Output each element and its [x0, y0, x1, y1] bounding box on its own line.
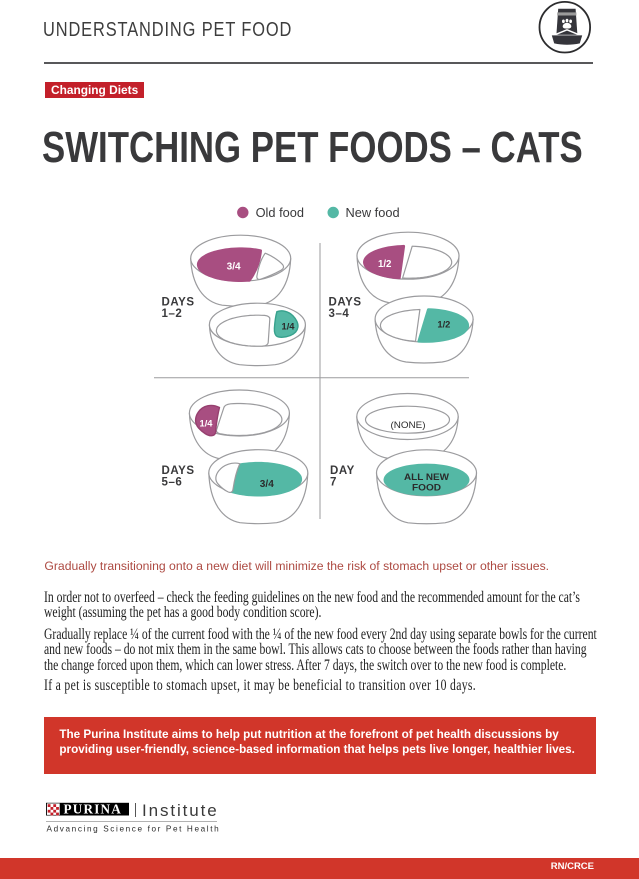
svg-text:(NONE): (NONE) [391, 420, 426, 431]
svg-text:FOOD: FOOD [412, 482, 442, 492]
svg-text:3–4: 3–4 [329, 308, 350, 320]
svg-text:1/4: 1/4 [200, 419, 214, 430]
svg-text:Institute: Institute [142, 801, 219, 820]
svg-text:DAYS: DAYS [162, 465, 195, 477]
svg-text:1/2: 1/2 [437, 320, 450, 331]
svg-text:PURINA: PURINA [64, 802, 122, 817]
svg-text:DAYS: DAYS [329, 297, 362, 309]
svg-text:1–2: 1–2 [162, 308, 183, 320]
svg-text:3/4: 3/4 [227, 262, 241, 273]
svg-text:3/4: 3/4 [260, 479, 274, 490]
svg-text:5–6: 5–6 [162, 477, 183, 489]
svg-text:DAY: DAY [330, 465, 355, 477]
svg-text:1/4: 1/4 [282, 322, 296, 333]
svg-text:Old food: Old food [256, 205, 304, 220]
svg-text:7: 7 [330, 477, 337, 489]
svg-text:DAYS: DAYS [162, 297, 195, 309]
svg-text:ALL NEW: ALL NEW [404, 472, 450, 482]
svg-text:1/2: 1/2 [378, 259, 392, 270]
svg-text:Advancing Science for Pet Heal: Advancing Science for Pet Health [47, 825, 221, 834]
svg-text:New food: New food [346, 205, 400, 220]
